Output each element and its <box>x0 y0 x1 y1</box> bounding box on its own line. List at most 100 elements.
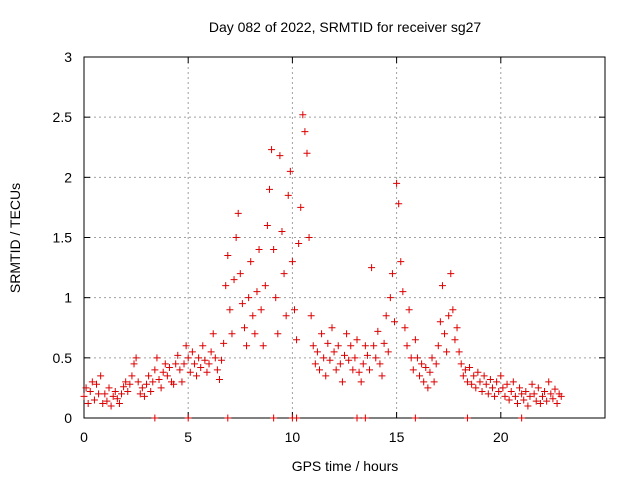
data-point <box>97 372 105 380</box>
data-point <box>399 288 407 296</box>
data-point <box>188 348 196 356</box>
data-point <box>101 390 109 398</box>
data-point <box>130 360 138 368</box>
data-point <box>251 330 259 338</box>
data-point <box>353 414 361 422</box>
data-point <box>370 342 378 350</box>
data-point <box>318 330 326 338</box>
data-point <box>349 366 357 374</box>
data-point <box>140 392 148 400</box>
data-point <box>411 336 419 344</box>
data-point <box>401 324 409 332</box>
data-point <box>88 378 96 386</box>
data-point <box>455 348 463 356</box>
data-point <box>278 227 286 235</box>
data-point <box>309 342 317 350</box>
x-tick-label: 5 <box>184 429 192 445</box>
data-point <box>263 221 271 229</box>
x-tick-label: 10 <box>285 429 301 445</box>
data-point <box>280 270 288 278</box>
y-tick-label: 1 <box>64 290 72 306</box>
data-point <box>518 390 526 398</box>
data-point <box>186 368 194 376</box>
data-point <box>424 384 432 392</box>
data-point <box>232 234 240 241</box>
data-point <box>409 366 417 374</box>
data-point <box>422 363 430 371</box>
data-point <box>345 356 353 364</box>
data-point <box>547 390 555 398</box>
data-point <box>374 327 382 335</box>
data-point <box>180 360 188 368</box>
data-point <box>201 356 209 364</box>
data-point <box>165 363 173 371</box>
data-point <box>461 366 469 374</box>
data-point <box>224 252 232 260</box>
data-point <box>82 384 90 392</box>
data-point <box>297 203 305 211</box>
data-point <box>261 282 269 290</box>
data-point <box>253 288 261 296</box>
data-point <box>511 392 519 400</box>
data-point <box>211 354 219 362</box>
data-point <box>495 388 503 396</box>
data-point <box>472 384 480 392</box>
data-point <box>293 414 301 422</box>
data-point <box>474 368 482 376</box>
data-point <box>190 360 198 368</box>
y-axis-label: SRMTID / TECUs <box>7 183 23 293</box>
data-point <box>328 324 336 332</box>
data-point <box>513 400 521 408</box>
data-point <box>530 390 538 398</box>
data-point <box>195 354 203 362</box>
data-point <box>486 375 494 383</box>
data-point <box>172 360 180 368</box>
data-point <box>322 372 330 380</box>
data-point <box>470 372 478 380</box>
data-point <box>230 276 238 284</box>
data-point <box>361 414 369 422</box>
data-point <box>478 388 486 396</box>
data-point <box>176 366 184 374</box>
data-point <box>222 282 230 290</box>
data-point <box>341 351 348 359</box>
data-point <box>105 384 113 392</box>
data-point <box>270 414 278 422</box>
data-point <box>332 366 340 374</box>
data-point <box>497 372 505 380</box>
data-point <box>113 395 121 403</box>
data-point <box>441 330 449 338</box>
data-point <box>303 149 311 157</box>
data-point <box>193 372 201 380</box>
data-point <box>378 372 386 380</box>
data-point <box>457 360 465 368</box>
data-point <box>145 372 153 380</box>
data-point <box>501 392 509 400</box>
data-point <box>407 354 415 362</box>
data-point <box>447 270 455 278</box>
data-point <box>353 336 361 344</box>
data-point <box>518 414 526 422</box>
data-point <box>355 368 363 376</box>
data-point <box>347 342 355 350</box>
data-point <box>507 388 515 396</box>
data-point <box>357 378 365 386</box>
data-point <box>182 342 190 350</box>
data-point <box>109 392 117 400</box>
data-point <box>428 354 436 362</box>
data-point <box>147 388 155 396</box>
data-point <box>359 360 367 368</box>
data-point <box>290 306 298 314</box>
data-point <box>466 363 474 371</box>
data-point <box>413 354 421 362</box>
data-point <box>249 312 257 320</box>
data-point <box>226 306 234 314</box>
data-point <box>259 342 267 350</box>
data-point <box>503 380 511 388</box>
data-point <box>493 378 501 386</box>
data-point <box>199 342 207 350</box>
data-point <box>526 392 534 400</box>
x-tick-label: 20 <box>493 429 509 445</box>
data-point <box>443 348 451 356</box>
data-point <box>380 339 388 347</box>
